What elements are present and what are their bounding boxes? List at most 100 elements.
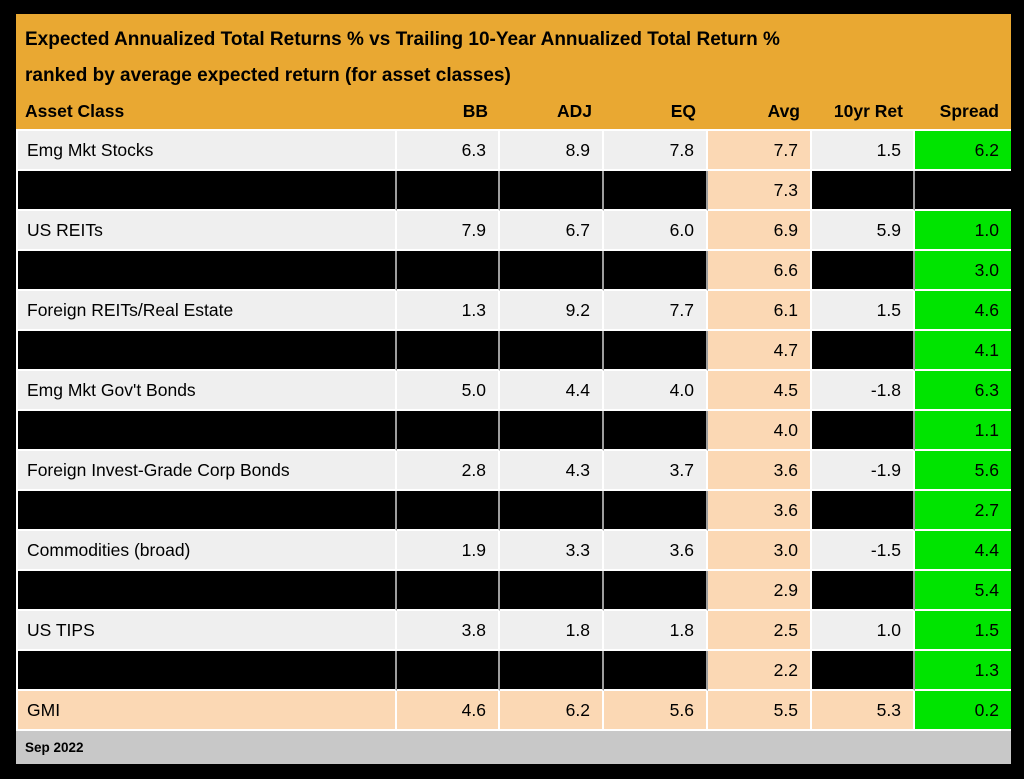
cell-eq: 3.6 <box>604 531 708 571</box>
header-row: Asset Class BB ADJ EQ Avg 10yr Ret Sprea… <box>16 94 1011 131</box>
table-subtitle: ranked by average expected return (for a… <box>25 65 511 86</box>
cell-adj: 8.9 <box>500 131 604 171</box>
cell-adj: 4.3 <box>500 451 604 491</box>
cell-ret-10yr <box>812 651 915 691</box>
cell-adj: 9.2 <box>500 291 604 331</box>
cell-ret-10yr: 1.0 <box>812 611 915 651</box>
cell-spread: 2.7 <box>915 491 1011 531</box>
table-row-redacted: 4.0 1.1 <box>16 411 1011 451</box>
cell-asset-class <box>16 651 397 691</box>
table-row: Foreign Invest-Grade Corp Bonds 2.8 4.3 3.7… <box>16 451 1011 491</box>
cell-eq <box>604 331 708 371</box>
cell-bb <box>397 251 500 291</box>
cell-bb <box>397 491 500 531</box>
title-block: Expected Annualized Total Returns % vs T… <box>16 14 1011 94</box>
table-row: Emg Mkt Stocks 6.3 8.9 7.8 7.7 1.5 6.2 <box>16 131 1011 171</box>
cell-bb: 5.0 <box>397 371 500 411</box>
cell-avg: 4.5 <box>708 371 812 411</box>
cell-adj: 4.4 <box>500 371 604 411</box>
cell-asset-class: US REITs <box>16 211 397 251</box>
cell-avg: 3.6 <box>708 451 812 491</box>
cell-avg: 2.9 <box>708 571 812 611</box>
cell-ret-10yr <box>812 171 915 211</box>
cell-asset-class: GMI <box>16 691 397 731</box>
cell-eq <box>604 491 708 531</box>
cell-avg: 2.5 <box>708 611 812 651</box>
cell-asset-class: US TIPS <box>16 611 397 651</box>
table-row-redacted: 6.6 3.0 <box>16 251 1011 291</box>
cell-asset-class: Foreign REITs/Real Estate <box>16 291 397 331</box>
cell-avg: 6.1 <box>708 291 812 331</box>
cell-asset-class: Foreign Invest-Grade Corp Bonds <box>16 451 397 491</box>
returns-table: Asset Class BB ADJ EQ Avg 10yr Ret Sprea… <box>16 94 1011 764</box>
cell-asset-class <box>16 331 397 371</box>
cell-avg: 3.0 <box>708 531 812 571</box>
cell-asset-class <box>16 171 397 211</box>
cell-eq: 7.8 <box>604 131 708 171</box>
cell-eq <box>604 571 708 611</box>
table-row: Commodities (broad) 1.9 3.3 3.6 3.0 -1.5 4.4 <box>16 531 1011 571</box>
table-footer: Sep 2022 <box>16 731 1011 764</box>
cell-bb <box>397 571 500 611</box>
table-row: Emg Mkt Gov't Bonds 5.0 4.4 4.0 4.5 -1.8 6.3 <box>16 371 1011 411</box>
cell-asset-class: Emg Mkt Stocks <box>16 131 397 171</box>
cell-spread: 1.1 <box>915 411 1011 451</box>
cell-adj <box>500 331 604 371</box>
cell-spread: 4.4 <box>915 531 1011 571</box>
cell-avg: 5.5 <box>708 691 812 731</box>
cell-spread: 4.1 <box>915 331 1011 371</box>
cell-bb <box>397 331 500 371</box>
table-row-redacted: 2.9 5.4 <box>16 571 1011 611</box>
cell-spread: 0.2 <box>915 691 1011 731</box>
cell-ret-10yr: 1.5 <box>812 131 915 171</box>
column-header-10yr-ret: 10yr Ret <box>812 94 915 131</box>
cell-avg: 6.9 <box>708 211 812 251</box>
table-title: Expected Annualized Total Returns % vs T… <box>25 29 780 50</box>
cell-ret-10yr: -1.9 <box>812 451 915 491</box>
cell-bb <box>397 651 500 691</box>
column-header-spread: Spread <box>915 94 1011 131</box>
table-row-gmi: GMI 4.6 6.2 5.6 5.5 5.3 0.2 <box>16 691 1011 731</box>
cell-spread: 4.6 <box>915 291 1011 331</box>
cell-asset-class <box>16 491 397 531</box>
cell-spread: 5.4 <box>915 571 1011 611</box>
cell-ret-10yr <box>812 251 915 291</box>
cell-ret-10yr <box>812 331 915 371</box>
cell-spread: 5.6 <box>915 451 1011 491</box>
cell-bb <box>397 411 500 451</box>
cell-eq: 7.7 <box>604 291 708 331</box>
cell-asset-class <box>16 411 397 451</box>
cell-avg: 4.7 <box>708 331 812 371</box>
table-row: Foreign REITs/Real Estate 1.3 9.2 7.7 6.1 1.5… <box>16 291 1011 331</box>
cell-avg: 6.6 <box>708 251 812 291</box>
cell-bb: 1.9 <box>397 531 500 571</box>
cell-adj <box>500 491 604 531</box>
table-row-redacted: 3.6 2.7 <box>16 491 1011 531</box>
cell-bb <box>397 171 500 211</box>
cell-ret-10yr: -1.5 <box>812 531 915 571</box>
cell-avg: 7.3 <box>708 171 812 211</box>
table-row: US TIPS 3.8 1.8 1.8 2.5 1.0 1.5 <box>16 611 1011 651</box>
cell-bb: 1.3 <box>397 291 500 331</box>
table-body: Emg Mkt Stocks 6.3 8.9 7.8 7.7 1.5 6.2 7.3 US RE… <box>16 131 1011 731</box>
cell-asset-class <box>16 251 397 291</box>
cell-eq: 6.0 <box>604 211 708 251</box>
cell-eq: 4.0 <box>604 371 708 411</box>
cell-adj <box>500 651 604 691</box>
cell-spread: 1.3 <box>915 651 1011 691</box>
column-header-avg: Avg <box>708 94 812 131</box>
cell-eq: 1.8 <box>604 611 708 651</box>
column-header-bb: BB <box>397 94 500 131</box>
table-row-redacted: 7.3 <box>16 171 1011 211</box>
table-row: US REITs 7.9 6.7 6.0 6.9 5.9 1.0 <box>16 211 1011 251</box>
cell-adj <box>500 251 604 291</box>
cell-adj <box>500 411 604 451</box>
cell-eq <box>604 651 708 691</box>
cell-avg: 2.2 <box>708 651 812 691</box>
cell-eq: 3.7 <box>604 451 708 491</box>
returns-table-sheet: Expected Annualized Total Returns % vs T… <box>16 14 1011 764</box>
table-row-redacted: 4.7 4.1 <box>16 331 1011 371</box>
cell-adj <box>500 171 604 211</box>
cell-bb: 7.9 <box>397 211 500 251</box>
cell-bb: 6.3 <box>397 131 500 171</box>
